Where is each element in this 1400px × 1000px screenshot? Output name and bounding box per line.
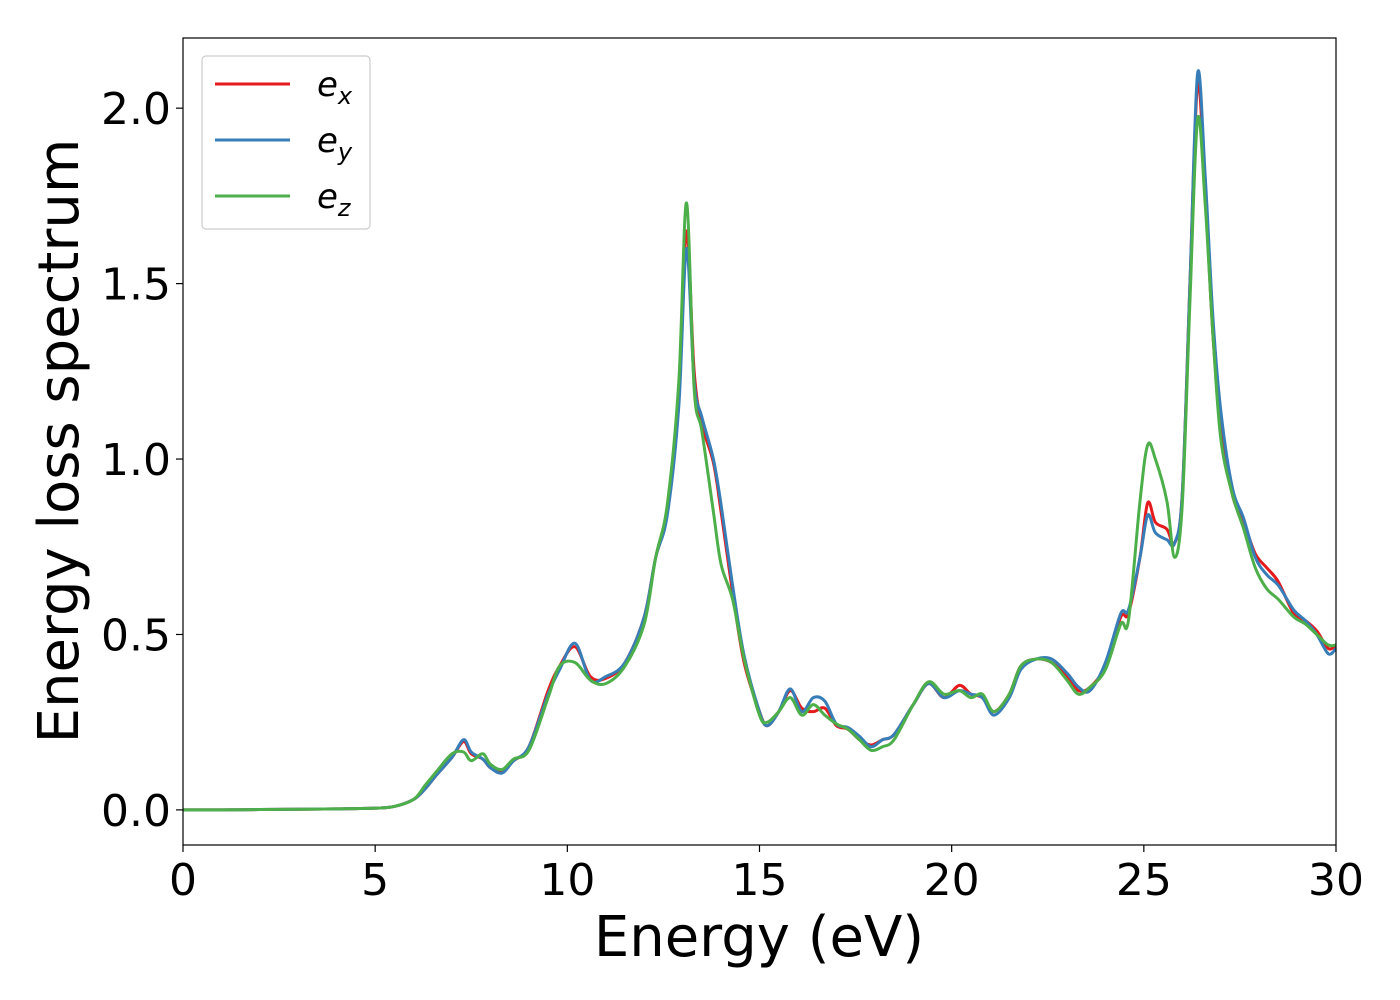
legend-label-e-y: ey <box>317 121 353 166</box>
x-tick-label: 25 <box>1116 855 1172 906</box>
y-tick-label: 2.0 <box>101 84 171 135</box>
series-layer <box>182 69 1338 812</box>
legend-box <box>201 55 371 230</box>
x-tick-label: 0 <box>169 855 197 906</box>
x-tick-label: 5 <box>361 855 389 906</box>
y-tick-label: 1.5 <box>101 260 171 311</box>
y-axis-label: Energy loss spectrum <box>27 139 92 744</box>
x-tick-label: 10 <box>539 855 595 906</box>
y-axis-ticks: 0.0 0.5 1.0 1.5 2.0 <box>101 84 183 837</box>
x-axis-label: Energy (eV) <box>594 905 924 970</box>
legend: ex ey ez <box>201 55 371 230</box>
legend-label-e-x: ex <box>317 65 353 110</box>
legend-label-e-z: ez <box>317 177 352 222</box>
series-line-e-z <box>182 114 1337 812</box>
legend-items: ex ey ez <box>215 65 353 222</box>
y-tick-label: 0.5 <box>101 610 171 661</box>
y-tick-label: 1.0 <box>101 435 171 486</box>
x-tick-label: 20 <box>924 855 980 906</box>
x-tick-label: 15 <box>732 855 788 906</box>
x-axis-ticks: 0 5 10 15 20 25 30 <box>169 845 1364 906</box>
y-tick-label: 0.0 <box>101 786 171 837</box>
x-tick-label: 30 <box>1308 855 1364 906</box>
